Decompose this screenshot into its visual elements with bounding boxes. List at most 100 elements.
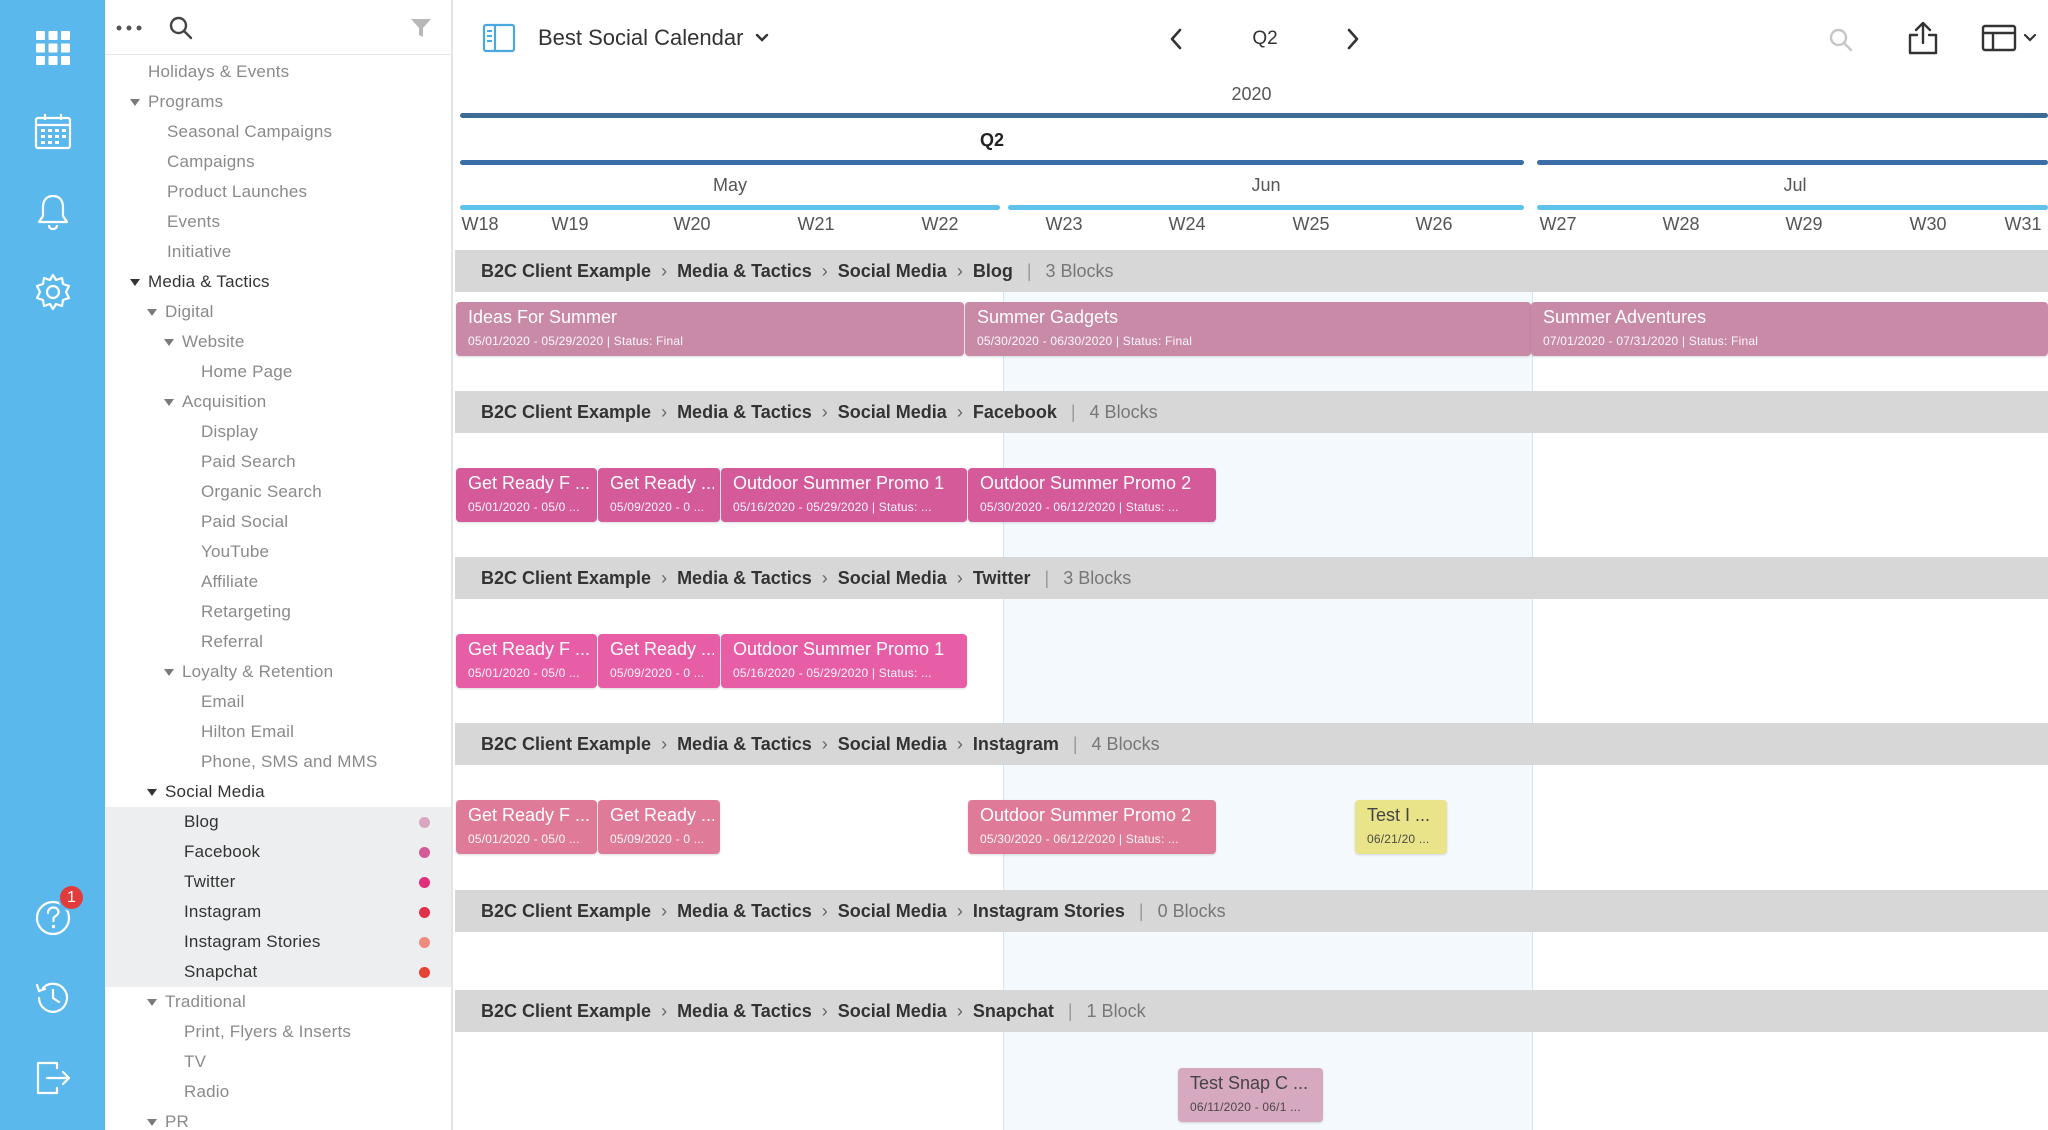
calendar-search-icon[interactable] <box>1823 22 1859 58</box>
week-label-w22[interactable]: W22 <box>921 214 959 234</box>
tree-item-paid-social[interactable]: Paid Social <box>105 507 451 537</box>
calendar-block[interactable]: Outdoor Summer Promo 1 05/16/2020 - 05/29… <box>721 634 967 688</box>
previous-period-button[interactable] <box>1158 20 1194 58</box>
tree-item-snapchat[interactable]: Snapchat <box>105 957 451 987</box>
logout-icon[interactable] <box>0 1038 105 1118</box>
toggle-sidebar-icon[interactable] <box>479 18 519 58</box>
calendar-selector[interactable]: Best Social Calendar <box>538 20 769 56</box>
tree-item-blog[interactable]: Blog <box>105 807 451 837</box>
group-header-instagram-stories[interactable]: B2C Client Example › Media & Tactics › Socia… <box>455 890 2048 932</box>
tree-item-display[interactable]: Display <box>105 417 451 447</box>
group-header-snapchat[interactable]: B2C Client Example › Media & Tactics › Socia… <box>455 990 2048 1032</box>
week-label-w19[interactable]: W19 <box>551 214 589 234</box>
expand-caret-icon[interactable] <box>145 987 159 1017</box>
expand-caret-icon[interactable] <box>128 87 142 117</box>
week-label-w18[interactable]: W18 <box>461 214 499 234</box>
tree-item-radio[interactable]: Radio <box>105 1077 451 1107</box>
calendar-block[interactable]: Test I ... 06/21/20 ... <box>1355 800 1447 854</box>
history-clock-icon[interactable] <box>0 958 105 1038</box>
tree-item-phone-sms-and-mms[interactable]: Phone, SMS and MMS <box>105 747 451 777</box>
share-export-icon[interactable] <box>1903 18 1943 58</box>
tree-item-events[interactable]: Events <box>105 207 451 237</box>
calendar-icon[interactable] <box>0 92 105 172</box>
group-header-instagram[interactable]: B2C Client Example › Media & Tactics › Socia… <box>455 723 2048 765</box>
week-label-w30[interactable]: W30 <box>1909 214 1947 234</box>
calendar-block[interactable]: Outdoor Summer Promo 1 05/16/2020 - 05/29… <box>721 468 967 522</box>
group-header-blog[interactable]: B2C Client Example › Media & Tactics › Socia… <box>455 250 2048 292</box>
expand-caret-icon[interactable] <box>145 1107 159 1130</box>
tree-item-website[interactable]: Website <box>105 327 451 357</box>
week-label-w23[interactable]: W23 <box>1045 214 1083 234</box>
tree-item-organic-search[interactable]: Organic Search <box>105 477 451 507</box>
calendar-block[interactable]: Summer Adventures 07/01/2020 - 07/31/2020… <box>1531 302 2048 356</box>
tree-item-print-flyers-inserts[interactable]: Print, Flyers & Inserts <box>105 1017 451 1047</box>
week-label-w26[interactable]: W26 <box>1415 214 1453 234</box>
tree-item-programs[interactable]: Programs <box>105 87 451 117</box>
filter-icon[interactable] <box>405 12 437 44</box>
calendar-block[interactable]: Outdoor Summer Promo 2 05/30/2020 - 06/12… <box>968 468 1216 522</box>
expand-caret-icon[interactable] <box>145 297 159 327</box>
expand-caret-icon[interactable] <box>128 267 142 297</box>
calendar-block[interactable]: Test Snap C ... 06/11/2020 - 06/1 ... <box>1178 1068 1323 1122</box>
tree-item-initiative[interactable]: Initiative <box>105 237 451 267</box>
calendar-block[interactable]: Get Ready F ... 05/01/2020 - 05/0 ... <box>456 634 597 688</box>
expand-caret-icon[interactable] <box>162 327 176 357</box>
quarter-label-q2[interactable]: Q2 <box>979 130 1004 150</box>
tree-item-seasonal-campaigns[interactable]: Seasonal Campaigns <box>105 117 451 147</box>
tree-item-twitter[interactable]: Twitter <box>105 867 451 897</box>
calendar-block[interactable]: Get Ready F ... 05/01/2020 - 05/0 ... <box>456 468 597 522</box>
week-label-w21[interactable]: W21 <box>797 214 835 234</box>
tree-item-loyalty-retention[interactable]: Loyalty & Retention <box>105 657 451 687</box>
group-header-twitter[interactable]: B2C Client Example › Media & Tactics › Socia… <box>455 557 2048 599</box>
calendar-block[interactable]: Ideas For Summer 05/01/2020 - 05/29/2020 … <box>456 302 964 356</box>
tree-item-youtube[interactable]: YouTube <box>105 537 451 567</box>
week-label-w28[interactable]: W28 <box>1662 214 1700 234</box>
tree-item-media-tactics[interactable]: Media & Tactics <box>105 267 451 297</box>
more-options-icon[interactable] <box>113 12 145 44</box>
week-label-w29[interactable]: W29 <box>1785 214 1823 234</box>
calendar-block[interactable]: Get Ready ... 05/09/2020 - 0 ... <box>598 800 720 854</box>
calendar-block[interactable]: Get Ready ... 05/09/2020 - 0 ... <box>598 468 720 522</box>
tree-item-pr[interactable]: PR <box>105 1107 451 1130</box>
tree-item-retargeting[interactable]: Retargeting <box>105 597 451 627</box>
expand-caret-icon[interactable] <box>162 657 176 687</box>
tree-item-email[interactable]: Email <box>105 687 451 717</box>
help-icon[interactable]: 1 <box>0 878 105 958</box>
view-layout-menu[interactable] <box>1977 18 2041 58</box>
tree-item-referral[interactable]: Referral <box>105 627 451 657</box>
calendar-block[interactable]: Get Ready ... 05/09/2020 - 0 ... <box>598 634 720 688</box>
bell-icon[interactable] <box>0 172 105 252</box>
tree-item-digital[interactable]: Digital <box>105 297 451 327</box>
month-label-jun[interactable]: Jun <box>1251 175 1281 195</box>
tree-item-affiliate[interactable]: Affiliate <box>105 567 451 597</box>
tree-item-social-media[interactable]: Social Media <box>105 777 451 807</box>
tree-item-traditional[interactable]: Traditional <box>105 987 451 1017</box>
month-label-jul[interactable]: Jul <box>1783 175 1807 195</box>
week-label-w31[interactable]: W31 <box>2004 214 2042 234</box>
apps-grid-icon[interactable] <box>0 8 105 88</box>
tree-item-acquisition[interactable]: Acquisition <box>105 387 451 417</box>
group-header-facebook[interactable]: B2C Client Example › Media & Tactics › Socia… <box>455 391 2048 433</box>
quarter-label-q3[interactable]: Q3 <box>1537 130 2048 151</box>
week-label-w27[interactable]: W27 <box>1539 214 1577 234</box>
tree-item-holidays-events[interactable]: Holidays & Events <box>105 57 451 87</box>
calendar-block[interactable]: Summer Gadgets 05/30/2020 - 06/30/2020 | … <box>965 302 1531 356</box>
month-label-may[interactable]: May <box>712 175 747 195</box>
calendar-block[interactable]: Outdoor Summer Promo 2 05/30/2020 - 06/12… <box>968 800 1216 854</box>
expand-caret-icon[interactable] <box>162 387 176 417</box>
tree-item-tv[interactable]: TV <box>105 1047 451 1077</box>
settings-gear-icon[interactable] <box>0 252 105 332</box>
expand-caret-icon[interactable] <box>145 777 159 807</box>
calendar-block[interactable]: Get Ready F ... 05/01/2020 - 05/0 ... <box>456 800 597 854</box>
week-label-w24[interactable]: W24 <box>1168 214 1206 234</box>
tree-item-product-launches[interactable]: Product Launches <box>105 177 451 207</box>
tree-item-instagram-stories[interactable]: Instagram Stories <box>105 927 451 957</box>
week-label-w20[interactable]: W20 <box>673 214 711 234</box>
next-period-button[interactable] <box>1335 20 1371 58</box>
tree-item-hilton-email[interactable]: Hilton Email <box>105 717 451 747</box>
tree-search-icon[interactable] <box>165 12 197 44</box>
tree-item-facebook[interactable]: Facebook <box>105 837 451 867</box>
tree-item-campaigns[interactable]: Campaigns <box>105 147 451 177</box>
tree-item-paid-search[interactable]: Paid Search <box>105 447 451 477</box>
week-label-w25[interactable]: W25 <box>1292 214 1330 234</box>
